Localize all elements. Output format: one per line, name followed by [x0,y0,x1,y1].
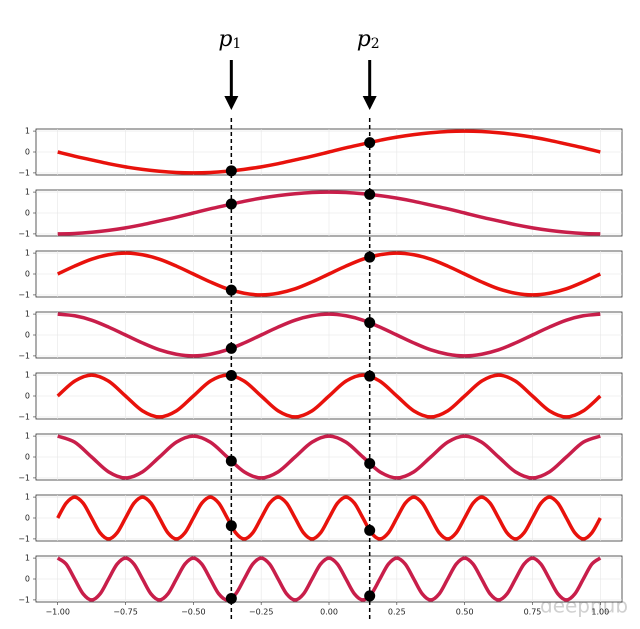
wave-line [56,495,602,541]
x-tick-label: 0.50 [456,608,474,617]
position-label: p2 [357,27,380,52]
position-marker [364,524,376,536]
y-tick-label: −1 [18,412,30,421]
y-tick-label: 1 [25,249,30,258]
arrow-head [224,96,239,110]
x-tick-label: 0.75 [524,608,542,617]
y-tick-label: 1 [25,127,30,136]
y-tick-label: 0 [25,392,30,401]
position-marker [225,284,237,296]
y-tick-label: −1 [18,351,30,360]
x-tick-label: −1.00 [45,608,70,617]
y-tick-label: −1 [18,473,30,482]
y-tick-label: −1 [18,290,30,299]
y-tick-label: 0 [25,270,30,279]
wave-line [56,373,602,419]
wave-line [56,251,602,297]
arrow-head [362,96,377,110]
y-tick-label: 0 [25,453,30,462]
position-label-subscript: 1 [232,36,241,52]
wave-line [57,312,601,358]
position-marker [364,137,376,149]
x-tick-label: 1.00 [591,608,609,617]
x-tick-label: −0.50 [181,608,206,617]
y-tick-label: 0 [25,331,30,340]
y-tick-label: 1 [25,188,30,197]
x-tick-label: 0.00 [320,608,338,617]
y-tick-label: 0 [25,148,30,157]
y-tick-label: −1 [18,168,30,177]
position-marker [364,457,376,469]
position-marker [225,520,237,532]
wave-line [57,129,601,175]
x-tick-label: −0.75 [113,608,138,617]
position-label: p1 [218,27,241,52]
y-tick-label: −1 [18,534,30,543]
position-marker [225,455,237,467]
position-label-subscript: 2 [371,36,380,52]
y-tick-label: 0 [25,209,30,218]
wave-line [57,434,601,480]
position-marker [364,370,376,382]
position-label-text: p [357,27,371,52]
y-tick-label: 1 [25,310,30,319]
position-marker [225,342,237,354]
position-marker [225,592,237,604]
position-marker [364,251,376,263]
position-marker [364,317,376,329]
x-tick-label: −0.25 [249,608,274,617]
x-tick-label: 0.25 [388,608,406,617]
y-tick-label: 0 [25,575,30,584]
y-tick-label: 1 [25,493,30,502]
position-label-text: p [218,27,232,52]
position-marker [225,370,237,382]
y-tick-label: 1 [25,371,30,380]
wave-line [56,556,602,602]
wave-line [57,190,601,236]
position-marker [364,590,376,602]
y-tick-label: 1 [25,432,30,441]
y-tick-label: 0 [25,514,30,523]
position-marker [364,188,376,200]
y-tick-label: 1 [25,554,30,563]
position-marker [225,198,237,210]
position-marker [225,165,237,177]
y-tick-label: −1 [18,595,30,604]
y-tick-label: −1 [18,229,30,238]
